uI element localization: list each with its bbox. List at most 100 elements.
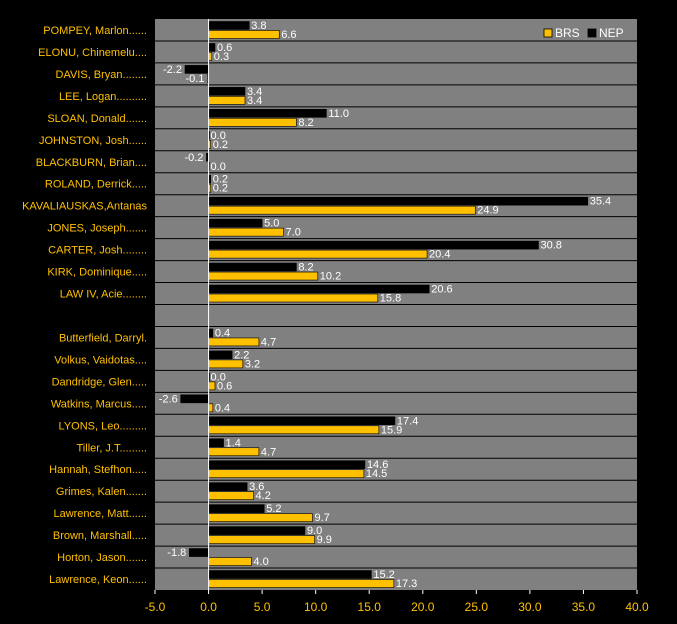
brs-value-label: 20.4 (429, 249, 450, 261)
x-tick-label: 15.0 (358, 600, 382, 614)
nep-bar (208, 240, 539, 250)
brs-value-label: 0.3 (214, 51, 229, 63)
x-tick-label: 25.0 (465, 600, 489, 614)
brs-value-label: 6.6 (281, 29, 296, 41)
nep-bar (208, 21, 250, 30)
brs-value-label: 17.3 (396, 578, 417, 590)
x-tick-label: 20.0 (411, 600, 435, 614)
x-tick-label: 5.0 (254, 600, 271, 614)
nep-value-label: 0.2 (213, 174, 228, 186)
x-tick-label: 35.0 (572, 600, 596, 614)
brs-bar (208, 469, 365, 479)
brs-value-label: 4.2 (256, 490, 271, 502)
nep-value-label: 20.6 (431, 284, 452, 296)
brs-value-label: 14.5 (366, 468, 387, 480)
category-label: Dandridge, Glen..... (52, 376, 147, 388)
brs-value-label: 0.4 (215, 402, 230, 414)
nep-bar (208, 87, 246, 96)
category-label: Watkins, Marcus..... (51, 398, 147, 410)
brs-value-label: 4.7 (261, 446, 276, 458)
brs-bar (208, 491, 254, 500)
nep-bar (208, 504, 265, 513)
nep-value-label: 1.4 (226, 437, 241, 449)
category-label: KIRK, Dominique..... (47, 267, 147, 279)
nep-value-label: 3.4 (247, 86, 262, 98)
nep-bar (208, 350, 233, 360)
brs-bar (208, 535, 315, 544)
nep-value-label: -1.8 (167, 547, 186, 559)
brs-value-label: 15.8 (380, 293, 401, 305)
brs-value-label: 7.0 (286, 227, 301, 239)
legend-swatch-brs (543, 28, 553, 38)
nep-value-label: 17.4 (397, 415, 418, 427)
nep-value-label: 0.4 (215, 327, 230, 339)
category-label: ELONU, Chinemelu.... (38, 47, 147, 59)
brs-value-label: 15.9 (381, 424, 402, 436)
category-label: JOHNSTON, Josh...... (39, 135, 147, 147)
nep-value-label: 15.2 (373, 569, 394, 581)
x-axis-ticks: -5.0 0.0 5.0 10.0 15.0 20.0 25.0 30.0 35.0 40.0 (145, 590, 649, 614)
category-label: LEE, Logan.......... (59, 91, 147, 103)
x-tick-label: 30.0 (518, 600, 542, 614)
nep-value-label: 0.0 (211, 130, 226, 142)
brs-value-label: 9.9 (317, 534, 332, 546)
brs-value-label: 9.7 (314, 512, 329, 524)
nep-value-label: 35.4 (590, 196, 611, 208)
brs-bar (208, 118, 297, 127)
x-tick-label: 10.0 (304, 600, 328, 614)
nep-value-label: 2.2 (234, 349, 249, 361)
x-tick-label: 0.0 (200, 600, 217, 614)
legend-label-brs: BRS (555, 26, 580, 40)
category-label: Volkus, Vaidotas.... (54, 354, 147, 366)
nep-bar (208, 196, 589, 206)
brs-value-label: 0.2 (213, 139, 228, 151)
brs-bar (208, 205, 476, 215)
category-label: Lawrence, Keon...... (49, 574, 147, 586)
brs-value-label: 3.2 (245, 358, 260, 370)
nep-bar (208, 218, 263, 228)
brs-bar (208, 513, 313, 522)
category-label: CARTER, Josh........ (48, 245, 147, 257)
nep-value-label: 0.0 (211, 371, 226, 383)
nep-bar (208, 570, 372, 579)
brs-bar (208, 579, 395, 588)
nep-bar (208, 526, 306, 535)
legend: BRS NEP (543, 26, 624, 40)
nep-value-label: 5.2 (266, 503, 281, 515)
brs-bar (208, 557, 252, 566)
category-label: SLOAN, Donald....... (47, 113, 147, 125)
brs-value-label: 4.7 (261, 336, 276, 348)
nep-value-label: 30.8 (540, 240, 561, 252)
category-label: ROLAND, Derrick..... (45, 179, 147, 191)
nep-bar (208, 262, 297, 272)
category-label: Hannah, Stefhon..... (49, 464, 147, 476)
category-label: LYONS, Leo......... (59, 420, 147, 432)
nep-bar (208, 482, 248, 491)
legend-swatch-nep (587, 28, 597, 38)
x-tick-label: 40.0 (625, 600, 649, 614)
nep-bar (180, 394, 209, 404)
brs-value-label: 0.0 (211, 161, 226, 173)
nep-value-label: -2.2 (163, 64, 182, 76)
category-label: Grimes, Kalen....... (56, 486, 147, 498)
brs-bar (208, 425, 380, 435)
nep-bar (208, 460, 366, 470)
category-label: Tiller, J.T......... (77, 442, 148, 454)
brs-bar (208, 30, 280, 39)
brs-bar (208, 403, 214, 413)
category-label: Brown, Marshall..... (53, 530, 147, 542)
nep-value-label: -2.6 (159, 393, 178, 405)
nep-value-label: 11.0 (328, 108, 349, 120)
nep-value-label: 5.0 (264, 218, 279, 230)
category-label: POMPEY, Marlon...... (43, 25, 147, 37)
nep-value-label: 3.6 (249, 481, 264, 493)
brs-value-label: 4.0 (253, 556, 268, 568)
brs-value-label: 3.4 (247, 95, 262, 107)
brs-value-label: -0.1 (186, 73, 205, 85)
brs-value-label: 10.2 (320, 271, 341, 283)
category-label: BLACKBURN, Brian.... (36, 157, 147, 169)
nep-bar (208, 328, 214, 338)
nep-value-label: 9.0 (307, 525, 322, 537)
nep-bar (208, 438, 224, 448)
